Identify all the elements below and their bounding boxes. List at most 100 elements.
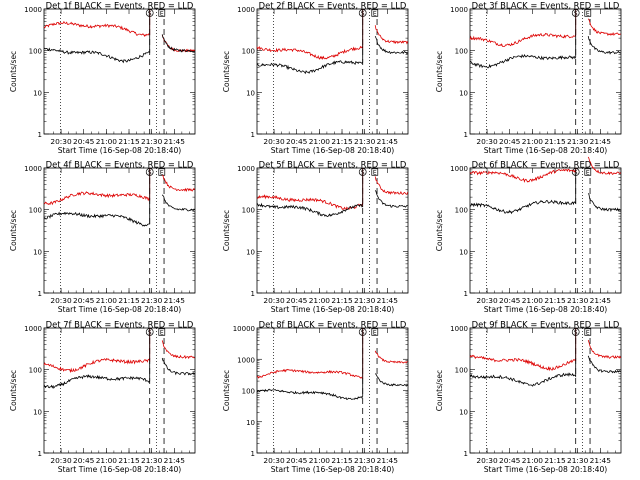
end-marker-box xyxy=(371,328,379,336)
y-tick-label: 1 xyxy=(464,450,468,458)
end-marker-label: E xyxy=(373,170,377,177)
y-axis-label: Counts/sec xyxy=(222,370,231,411)
end-marker-label: E xyxy=(586,11,590,18)
end-marker-label: E xyxy=(160,330,164,337)
y-tick-label: 1000 xyxy=(450,165,468,173)
y-axis-label: Counts/sec xyxy=(435,51,444,92)
x-tick-label: 21:30 xyxy=(141,296,163,305)
series-black-post xyxy=(161,194,195,212)
chart-title: Det 2f BLACK = Events, RED = LLD xyxy=(259,1,407,11)
series-red-post xyxy=(374,176,409,195)
x-tick-label: 20:30 xyxy=(263,456,285,465)
y-tick-label: 100 xyxy=(242,207,255,215)
series-red-post xyxy=(374,350,408,364)
chart-title: Det 8f BLACK = Events, RED = LLD xyxy=(259,320,407,330)
x-tick-label: 21:15 xyxy=(331,296,353,305)
chart-panel-8: Det 8f BLACK = Events, RED = LLD 1 10 100 10… xyxy=(222,320,409,474)
series-black-pre xyxy=(256,168,364,218)
plot-frame xyxy=(469,327,622,454)
series-black-post xyxy=(587,36,621,55)
x-tick-label: 21:45 xyxy=(377,137,399,146)
series-black-pre xyxy=(469,9,577,69)
end-marker-label: E xyxy=(586,330,590,337)
y-tick-label: 100 xyxy=(242,48,255,56)
series-black-pre xyxy=(43,168,151,227)
y-tick-label: 10 xyxy=(33,408,42,416)
y-tick-label: 10000 xyxy=(233,325,255,333)
series-black-pre xyxy=(43,328,151,389)
y-tick-label: 1 xyxy=(251,131,255,139)
y-axis-label: Counts/sec xyxy=(9,210,18,251)
x-tick-label: 21:15 xyxy=(118,456,140,465)
x-axis-label: Start Time (16-Sep-08 20:18:40) xyxy=(58,146,182,155)
y-tick-label: 1 xyxy=(38,131,42,139)
y-tick-label: 100 xyxy=(29,48,42,56)
series-red-pre xyxy=(469,168,577,183)
end-marker-box xyxy=(371,9,379,17)
x-axis-label: Start Time (16-Sep-08 20:18:40) xyxy=(271,305,395,314)
x-tick-label: 21:45 xyxy=(377,296,399,305)
x-tick-label: 20:45 xyxy=(73,296,95,305)
x-tick-label: 21:45 xyxy=(590,296,612,305)
series-black-post xyxy=(161,357,196,376)
chart-panel-7: Det 7f BLACK = Events, RED = LLD 1 10 100 10… xyxy=(9,320,196,474)
series-red-post xyxy=(587,339,622,359)
y-axis-label: Counts/sec xyxy=(9,370,18,411)
x-tick-label: 21:30 xyxy=(567,296,589,305)
series-red-pre xyxy=(256,9,364,60)
end-marker-label: E xyxy=(586,170,590,177)
x-tick-label: 21:15 xyxy=(118,137,140,146)
x-tick-label: 20:45 xyxy=(499,137,521,146)
x-tick-label: 20:30 xyxy=(50,456,72,465)
chart-panel-9: Det 9f BLACK = Events, RED = LLD 1 10 100 10… xyxy=(435,320,622,474)
y-tick-label: 100 xyxy=(242,388,255,396)
x-axis-label: Start Time (16-Sep-08 20:18:40) xyxy=(484,465,608,474)
x-axis-label: Start Time (16-Sep-08 20:18:40) xyxy=(58,305,182,314)
series-black-pre xyxy=(43,9,151,64)
end-marker-box xyxy=(158,9,166,17)
end-marker-box xyxy=(371,168,379,176)
chart-title: Det 3f BLACK = Events, RED = LLD xyxy=(472,1,620,11)
plot-frame xyxy=(256,8,409,135)
y-axis-label: Counts/sec xyxy=(222,51,231,92)
y-axis-label: Counts/sec xyxy=(435,370,444,411)
series-black-pre xyxy=(469,328,577,387)
y-tick-label: 100 xyxy=(455,48,468,56)
series-black-pre xyxy=(469,168,577,215)
end-marker-box xyxy=(584,168,592,176)
x-tick-label: 20:45 xyxy=(286,456,308,465)
plot-frame xyxy=(469,167,622,294)
x-axis-label: Start Time (16-Sep-08 20:18:40) xyxy=(484,146,608,155)
y-tick-label: 1 xyxy=(464,131,468,139)
x-tick-label: 21:45 xyxy=(164,456,186,465)
series-black-post xyxy=(587,355,621,374)
y-tick-label: 1000 xyxy=(450,325,468,333)
series-black-pre xyxy=(256,9,364,75)
x-tick-label: 20:30 xyxy=(476,296,498,305)
chart-title: Det 4f BLACK = Events, RED = LLD xyxy=(46,160,194,170)
y-tick-label: 10 xyxy=(33,89,42,97)
x-tick-label: 21:00 xyxy=(96,456,118,465)
y-tick-label: 100 xyxy=(455,367,468,375)
series-red-post xyxy=(374,25,409,45)
x-tick-label: 21:45 xyxy=(164,137,186,146)
x-tick-label: 20:45 xyxy=(73,456,95,465)
x-tick-label: 20:30 xyxy=(263,137,285,146)
y-tick-label: 1000 xyxy=(237,165,255,173)
x-tick-label: 21:00 xyxy=(309,296,331,305)
y-tick-label: 1 xyxy=(251,290,255,298)
x-tick-label: 21:15 xyxy=(331,137,353,146)
series-red-pre xyxy=(469,9,577,47)
series-red-post xyxy=(587,156,622,176)
y-tick-label: 1000 xyxy=(450,6,468,14)
y-tick-label: 1 xyxy=(38,290,42,298)
series-red-pre xyxy=(43,328,151,374)
x-axis-label: Start Time (16-Sep-08 20:18:40) xyxy=(271,146,395,155)
x-tick-label: 21:15 xyxy=(118,296,140,305)
x-tick-label: 21:30 xyxy=(567,456,589,465)
series-red-pre xyxy=(256,328,364,379)
x-tick-label: 21:00 xyxy=(309,456,331,465)
x-tick-label: 20:45 xyxy=(73,137,95,146)
x-tick-label: 21:30 xyxy=(141,137,163,146)
